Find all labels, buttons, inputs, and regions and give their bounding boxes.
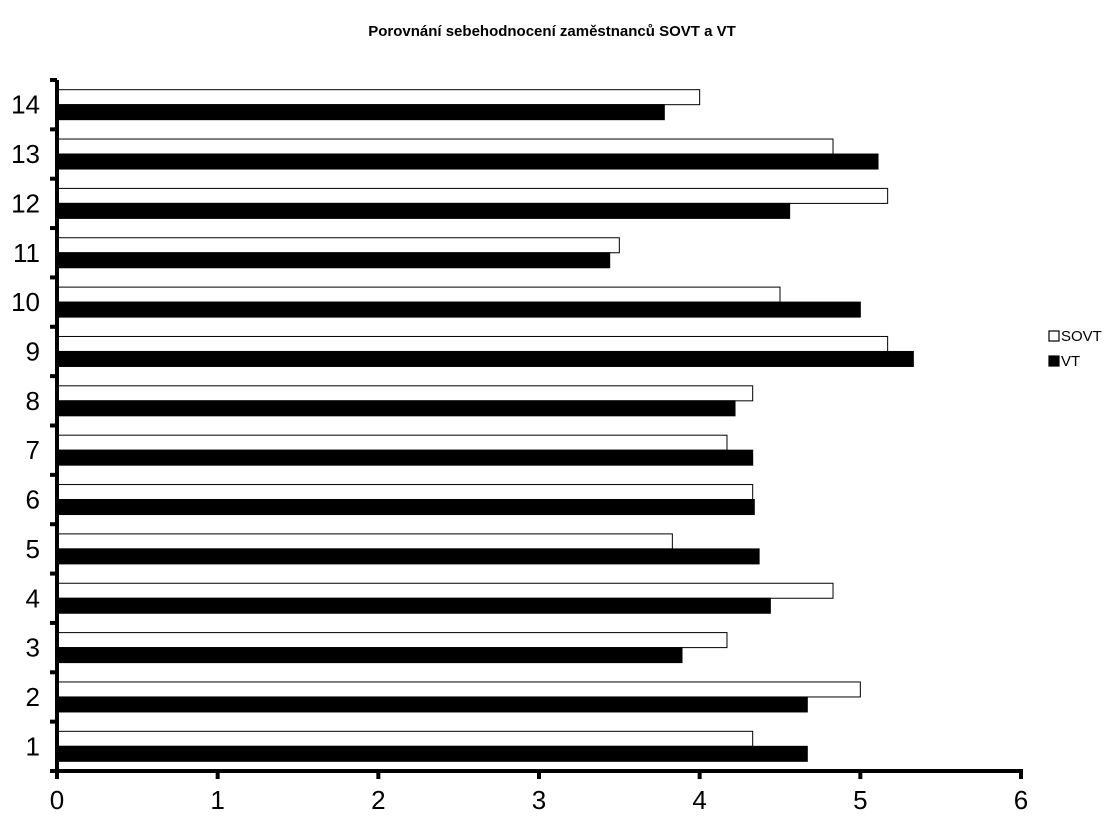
x-tick-label: 5 — [853, 785, 867, 815]
bar-vt-8 — [56, 400, 736, 417]
y-tick-label: 10 — [11, 287, 40, 317]
bar-sovt-10 — [56, 286, 781, 303]
y-tick-label: 3 — [26, 633, 40, 663]
bar-vt-11 — [56, 252, 611, 269]
y-tick-label: 12 — [11, 188, 40, 218]
bar-vt-10 — [56, 301, 861, 318]
y-tick-label: 1 — [26, 731, 40, 761]
x-tick-label: 1 — [210, 785, 224, 815]
y-tick-label: 8 — [26, 386, 40, 416]
bar-sovt-12 — [56, 187, 889, 204]
chart-title: Porovnání sebehodnocení zaměstnanců SOVT… — [368, 23, 736, 40]
y-tick-label: 2 — [26, 682, 40, 712]
bar-vt-5 — [56, 548, 760, 565]
bars-group — [56, 89, 914, 762]
y-tick-label: 11 — [13, 238, 40, 268]
bar-vt-2 — [56, 696, 808, 713]
bar-vt-14 — [56, 104, 665, 121]
x-tick-label: 0 — [50, 785, 64, 815]
x-tick-labels: 0 1 2 3 4 5 6 — [50, 785, 1028, 815]
bar-vt-9 — [56, 350, 914, 367]
bar-sovt-4 — [56, 582, 834, 599]
y-tick-label: 13 — [11, 139, 40, 169]
bar-sovt-8 — [56, 385, 754, 402]
bar-vt-4 — [56, 597, 771, 614]
y-tick-label: 5 — [26, 534, 40, 564]
bar-vt-1 — [56, 745, 808, 762]
legend-swatch-vt — [1048, 355, 1060, 367]
bar-vt-3 — [56, 647, 683, 664]
bar-vt-7 — [56, 449, 754, 466]
bar-sovt-13 — [56, 138, 834, 155]
y-tick-label: 7 — [26, 435, 40, 465]
bar-vt-12 — [56, 202, 791, 219]
bar-sovt-6 — [56, 484, 754, 501]
x-tick-label: 3 — [532, 785, 546, 815]
x-tick-label: 4 — [692, 785, 706, 815]
bar-sovt-7 — [56, 434, 728, 451]
legend-label-vt: VT — [1061, 353, 1080, 370]
y-tick-label: 4 — [26, 583, 40, 613]
bar-sovt-3 — [56, 632, 728, 649]
bar-sovt-9 — [56, 335, 889, 352]
legend-swatch-sovt — [1048, 330, 1060, 342]
y-tick-label: 6 — [26, 485, 40, 515]
bar-sovt-2 — [56, 681, 861, 698]
x-tick-label: 2 — [371, 785, 385, 815]
axes-group — [50, 78, 1023, 779]
bar-sovt-14 — [56, 89, 701, 106]
bar-sovt-11 — [56, 237, 620, 254]
legend-label-sovt: SOVT — [1061, 328, 1102, 345]
y-tick-label: 14 — [11, 90, 40, 120]
bar-vt-6 — [56, 499, 755, 516]
x-tick-label: 6 — [1014, 785, 1028, 815]
bar-vt-13 — [56, 153, 879, 170]
legend: SOVT VT — [1048, 328, 1102, 370]
y-tick-label: 9 — [26, 336, 40, 366]
bar-sovt-5 — [56, 533, 673, 550]
bar-sovt-1 — [56, 730, 754, 747]
